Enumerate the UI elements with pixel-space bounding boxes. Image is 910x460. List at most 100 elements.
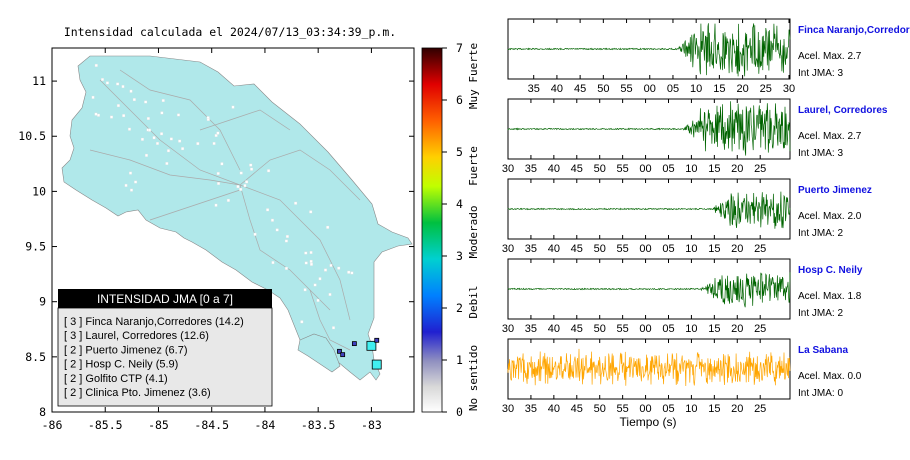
trace-tick-label: 00 [639,243,651,255]
trace-tick-label: 00 [644,83,656,95]
map-x-tick-label: -85.5 [88,418,123,432]
town-dot [245,180,249,184]
map-x-tick-label: -84.5 [194,418,229,432]
acel-max: Acel. Max. 2.0 [798,211,862,222]
map-x-tick-label: -83.5 [301,418,336,432]
town-dot [303,288,307,292]
trace-tick-label: 50 [594,403,606,415]
town-dot [134,180,138,184]
colorbar-label: Fuerte [467,146,480,186]
town-dot [324,268,327,272]
town-dot [243,184,247,188]
town-dot [216,172,220,175]
town-dot [271,261,275,265]
town-dot [97,113,100,117]
station-marker [366,340,377,351]
town-dot [145,153,148,157]
trace-tick-label: 40 [548,403,560,415]
station-markers [337,337,382,370]
town-dot [329,264,333,267]
town-dot [160,132,164,136]
colorbar-tick-label: 5 [456,145,463,159]
trace-tick-label: 00 [639,163,651,175]
colorbar-label: No sentido [467,345,480,411]
seismogram-panels: 35 40 45 50 55 00 05 10 15 20 25 30 Finca Naranjo,Co… [502,18,910,415]
town-dot [309,251,313,254]
town-dot [116,82,120,86]
trace-tick-label: 50 [594,243,606,255]
town-dot [285,234,289,238]
waveform [507,101,791,156]
trace-panel: 30 35 40 45 50 55 00 05 10 15 20 25 Hosp C. Neily Ace… [502,258,863,335]
osa-peninsula [297,333,341,373]
map-title: Intensidad calculada el 2024/07/13_03:34… [64,25,396,39]
town-dot [129,89,133,93]
town-dot [347,270,351,274]
station-marker [351,341,357,347]
map-x-axis: -86 -85.5 -85 -84.5 -84 -83.5 -83 [42,48,382,432]
town-dot [214,203,218,207]
acel-max: Acel. Max. 2.7 [798,131,862,142]
colorbar-label: Moderado [467,206,480,259]
town-dot [110,115,114,119]
trace-tick-label: 15 [708,403,720,415]
colorbar-label: Debil [467,285,480,318]
trace-tick-label: 20 [731,403,743,415]
station-name: Laurel, Corredores [798,105,888,116]
trace-tick-label: 40 [548,243,560,255]
trace-tick-label: 30 [502,403,514,415]
colorbar-tick-label: 0 [456,405,463,419]
town-dot [300,320,304,324]
station-name: Hosp C. Neily [798,265,863,276]
town-dot [294,201,298,205]
x-axis-label: Tiempo (s) [620,415,677,429]
colorbar-label: Muy Fuerte [467,43,480,109]
trace-tick-label: 40 [551,83,563,95]
trace-tick-label: 25 [754,163,766,175]
town-dot [101,78,104,81]
town-dot [309,259,313,263]
town-dot [178,139,182,143]
map-y-tick-label: 8 [39,405,46,419]
map-y-tick-label: 8.5 [25,350,46,364]
town-dot [275,228,279,232]
town-dot [152,136,156,140]
trace-tick-label: 25 [760,83,772,95]
waveform [507,23,791,77]
trace-tick-label: 45 [571,163,583,175]
trace-tick-label: 15 [708,163,720,175]
town-dot [226,198,230,202]
trace-tick-label: 20 [736,83,748,95]
town-dot [236,185,240,189]
town-dot [318,277,322,281]
town-dot [217,182,220,185]
town-dot [304,261,308,265]
trace-tick-label: 45 [571,403,583,415]
map-y-tick-label: 11 [32,74,46,88]
station-marker [340,352,346,358]
map-x-tick-label: -86 [42,418,63,432]
station-marker [374,337,380,343]
legend-item: [ 2 ] Puerto Jimenez (6.7) [64,344,188,356]
trace-panel: 30 35 40 45 50 55 00 05 10 15 20 25 Laurel, Corredor… [502,98,888,175]
acel-max: Acel. Max. 0.0 [798,371,862,382]
legend-item: [ 3 ] Finca Naranjo,Corredores (14.2) [64,316,244,328]
station-name: La Sabana [798,345,848,356]
trace-tick-label: 40 [548,323,560,335]
map-y-tick-label: 9 [39,295,46,309]
trace-tick-label: 10 [685,323,697,335]
trace-tick-label: 25 [754,403,766,415]
station-name: Finca Naranjo,Corredor [798,25,910,36]
trace-tick-label: 10 [685,403,697,415]
town-dot [332,326,335,330]
town-dot [156,141,159,145]
town-dot [196,142,200,146]
town-dot [169,137,173,141]
legend-body [57,307,273,407]
waveform [507,272,791,308]
trace-tick-label: 10 [690,83,702,95]
town-dot [239,171,243,175]
town-dot [239,187,243,191]
town-dot [253,232,257,236]
